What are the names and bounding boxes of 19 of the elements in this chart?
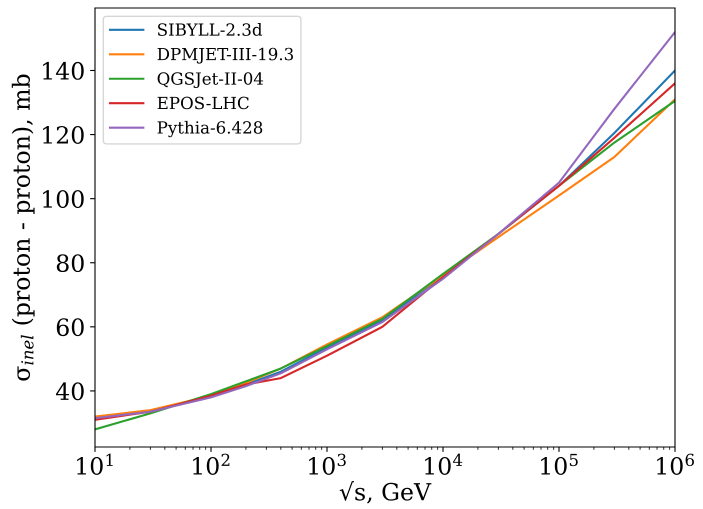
x-tick-label: 10$^{1}$: [77, 454, 113, 475]
x-tick-label: 10$^{3}$: [309, 454, 346, 475]
legend-label: QGSJet-II-04: [158, 72, 264, 88]
x-axis-title: √s, GeV: [340, 481, 432, 504]
legend-label: SIBYLL-2.3d: [158, 23, 262, 36]
legend-label: DPMJET-III-19.3: [158, 48, 294, 64]
y-tick-label: 60: [56, 318, 84, 336]
x-tick-label: 10$^{6}$: [657, 454, 694, 475]
y-tick-label: 120: [43, 126, 84, 144]
x-tick-label: 10$^{5}$: [541, 454, 578, 475]
y-tick-label: 100: [43, 190, 84, 208]
legend-label: EPOS-LHC: [158, 96, 249, 110]
y-axis-title: σ$_{inel}$ (proton - proton), mb: [12, 74, 35, 381]
x-tick-label: 10$^{2}$: [193, 454, 230, 475]
y-tick-label: 40: [56, 382, 84, 400]
x-tick-label: 10$^{4}$: [425, 454, 462, 475]
y-tick-label: 140: [43, 62, 84, 80]
y-tick-label: 80: [56, 254, 84, 272]
legend-label: Pythia-6.428: [158, 120, 262, 138]
